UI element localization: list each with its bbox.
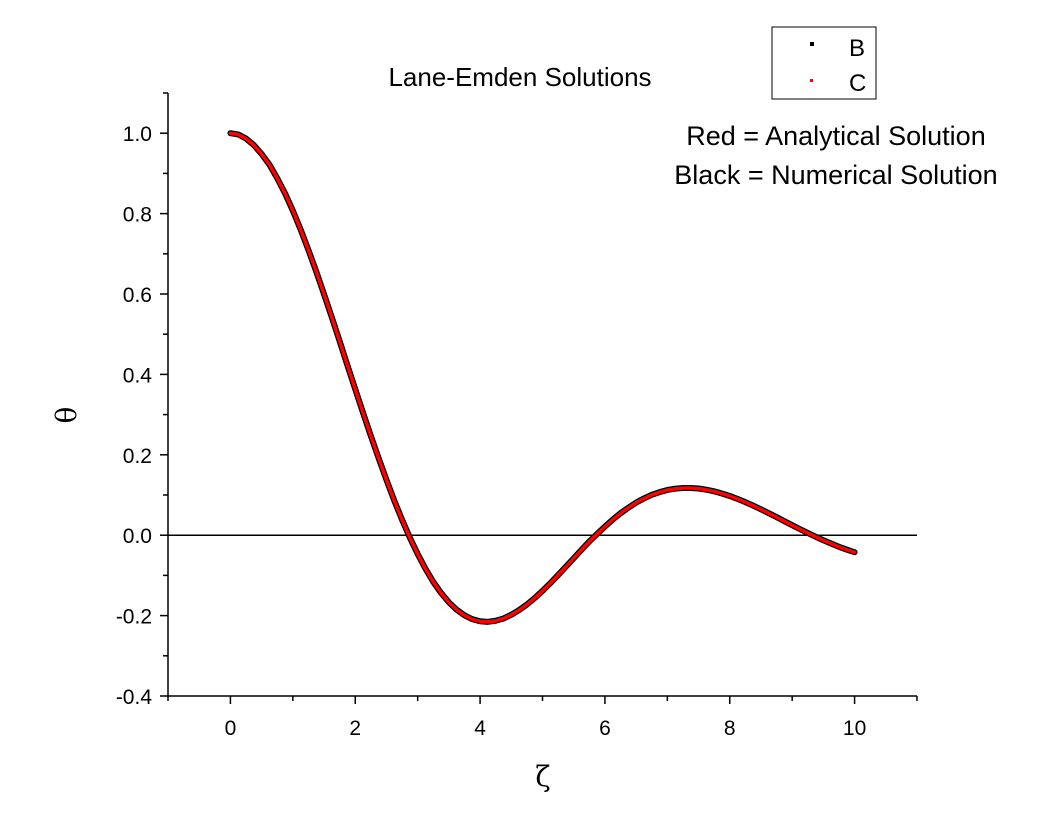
series-b-line [227,130,858,625]
y-tick-label: 1.0 [123,123,152,146]
x-tick-label: 2 [349,717,361,740]
x-tick-label: 4 [474,717,486,740]
y-axis-label: θ [50,407,83,424]
annotation-black: Black = Numerical Solution [674,160,997,190]
x-tick-label: 10 [843,717,866,740]
x-tick-label: 0 [225,717,237,740]
x-tick-label: 8 [724,717,736,740]
axes: 0 2 4 6 8 10 -0.4 -0.2 0.0 0.2 0.4 0.6 0.8 1.0 [116,92,918,740]
annotation-red: Red = Analytical Solution [686,121,985,151]
y-tick-label: 0.8 [123,204,152,227]
legend-label-c: C [849,70,866,97]
y-tick-label: 0.6 [123,284,152,307]
y-tick-label: 0.2 [123,445,152,468]
chart-title: Lane-Emden Solutions [388,62,651,92]
series-c-line [228,131,857,624]
legend-box [771,26,877,100]
x-axis-label: ζ [535,760,550,793]
y-tick-label: 0.4 [123,364,153,387]
y-tick-label: -0.4 [116,686,153,709]
legend-label-b: B [849,35,865,62]
legend: B C [771,26,877,100]
x-tick-label: 6 [599,717,611,740]
y-tick-label: 0.0 [123,525,152,548]
legend-marker-b [810,42,814,46]
y-tick-label: -0.2 [116,606,152,629]
legend-marker-c [810,79,813,82]
